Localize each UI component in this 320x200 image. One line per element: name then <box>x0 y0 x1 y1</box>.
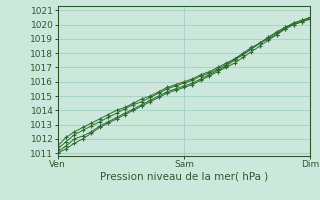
X-axis label: Pression niveau de la mer( hPa ): Pression niveau de la mer( hPa ) <box>100 172 268 182</box>
